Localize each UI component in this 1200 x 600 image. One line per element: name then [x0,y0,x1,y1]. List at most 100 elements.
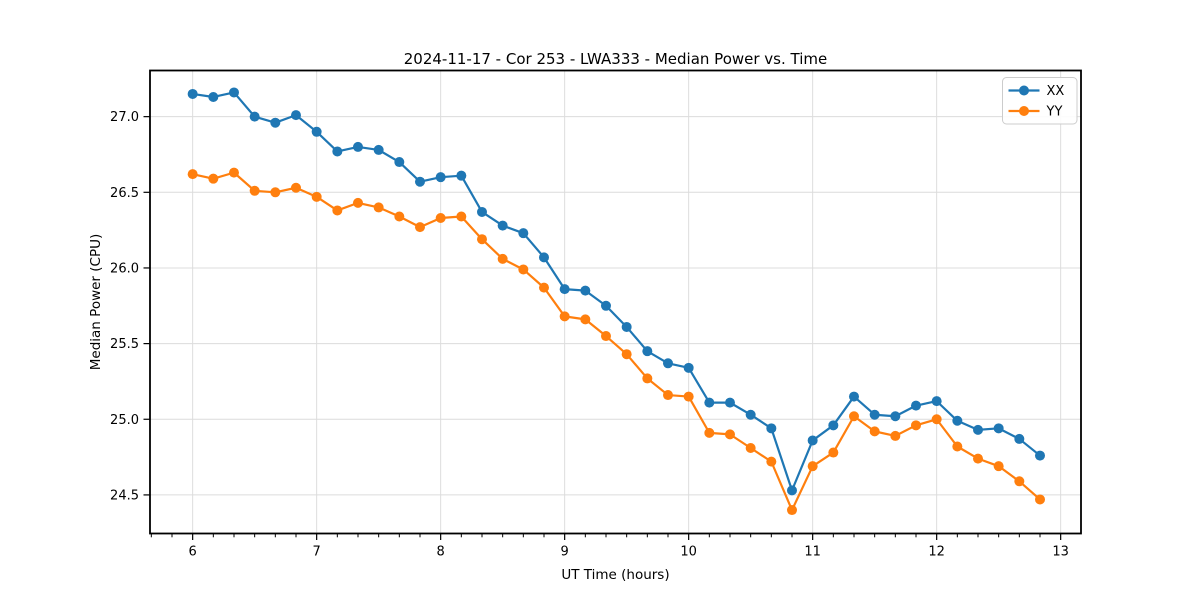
y-tick-label: 25.0 [110,413,139,428]
y-tick-label: 27.0 [110,110,139,125]
data-point-XX [538,252,549,263]
data-point-YY [952,441,963,452]
data-point-XX [1034,450,1045,461]
data-point-YY [290,182,301,193]
data-point-YY [538,282,549,293]
x-tick-label: 10 [680,545,697,560]
data-point-XX [580,285,591,296]
data-point-YY [559,311,570,322]
data-point-YY [890,430,901,441]
data-point-YY [332,205,343,216]
data-point-YY [1014,476,1025,487]
data-point-XX [766,423,777,434]
data-point-XX [270,117,281,128]
data-point-XX [890,411,901,422]
data-point-XX [290,110,301,121]
data-point-XX [518,228,529,239]
data-point-XX [332,146,343,157]
data-point-YY [766,456,777,467]
x-tick-label: 7 [313,545,321,560]
data-point-YY [518,264,529,275]
data-point-YY [373,202,384,213]
data-point-XX [642,346,653,357]
data-point-YY [456,211,467,222]
data-point-YY [580,314,591,325]
data-point-YY [394,211,405,222]
data-point-YY [828,447,839,458]
data-point-XX [1014,433,1025,444]
data-point-XX [600,300,611,311]
data-point-XX [931,396,942,407]
data-point-XX [435,172,446,183]
data-point-XX [745,409,756,420]
data-point-YY [724,429,735,440]
x-axis-label: UT Time (hours) [561,567,669,583]
data-point-XX [869,409,880,420]
x-tick-label: 8 [437,545,445,560]
data-point-YY [642,373,653,384]
data-point-XX [910,400,921,411]
data-point-XX [662,358,673,369]
data-point-YY [993,461,1004,472]
data-point-XX [848,391,859,402]
legend-marker-XX [1019,85,1029,96]
data-point-XX [352,141,363,152]
data-point-XX [559,284,570,295]
data-point-XX [208,91,219,102]
data-point-YY [435,213,446,224]
data-point-YY [972,453,983,464]
legend: XX YY [1002,77,1078,125]
data-point-YY [311,191,322,202]
data-point-XX [807,435,818,446]
data-point-YY [208,173,219,184]
series-line-XX [192,91,1041,492]
legend-marker-YY [1019,106,1029,116]
data-point-XX [621,321,632,332]
data-point-XX [476,206,487,217]
data-point-XX [952,415,963,426]
data-point-YY [869,426,880,437]
data-point-XX [311,126,322,137]
series-line-YY [192,171,1041,512]
x-tick-label: 9 [561,545,569,560]
data-point-YY [497,253,508,264]
data-point-XX [724,397,735,408]
grid-layer [150,70,1081,534]
data-point-YY [621,349,632,360]
data-point-YY [249,185,260,196]
x-tick-label: 12 [928,545,945,560]
data-point-YY [187,169,198,180]
data-point-YY [662,390,673,401]
data-point-YY [745,443,756,454]
data-point-YY [807,461,818,472]
legend-label-YY: YY [1046,105,1063,120]
data-point-XX [373,144,384,155]
y-tick-label: 24.5 [110,488,139,503]
data-point-YY [683,391,694,402]
y-tick-label: 25.5 [110,337,139,352]
data-point-XX [414,176,425,187]
data-point-XX [828,420,839,431]
axes-layer: 6 7 8 9 10 11 12 13 24.5 25.0 25.5 26.0 26.5 27.0 [110,69,1082,560]
data-point-XX [456,170,467,181]
data-point-XX [187,88,198,99]
legend-label-XX: XX [1047,84,1065,99]
plot-border [149,69,1082,535]
data-point-YY [1034,494,1045,505]
data-point-XX [394,157,405,168]
y-tick-label: 26.5 [110,186,139,201]
data-point-YY [228,167,239,178]
data-point-XX [972,424,983,435]
x-tick-label: 11 [804,545,821,560]
data-point-XX [993,423,1004,434]
chart-title: 2024-11-17 - Cor 253 - LWA333 - Median P… [404,50,828,68]
y-tick-label: 26.0 [110,261,139,276]
y-axis-label: Median Power (CPU) [88,234,104,370]
data-point-YY [600,331,611,342]
data-point-YY [476,234,487,245]
data-point-YY [270,187,281,198]
data-point-XX [497,220,508,231]
data-point-YY [352,197,363,208]
